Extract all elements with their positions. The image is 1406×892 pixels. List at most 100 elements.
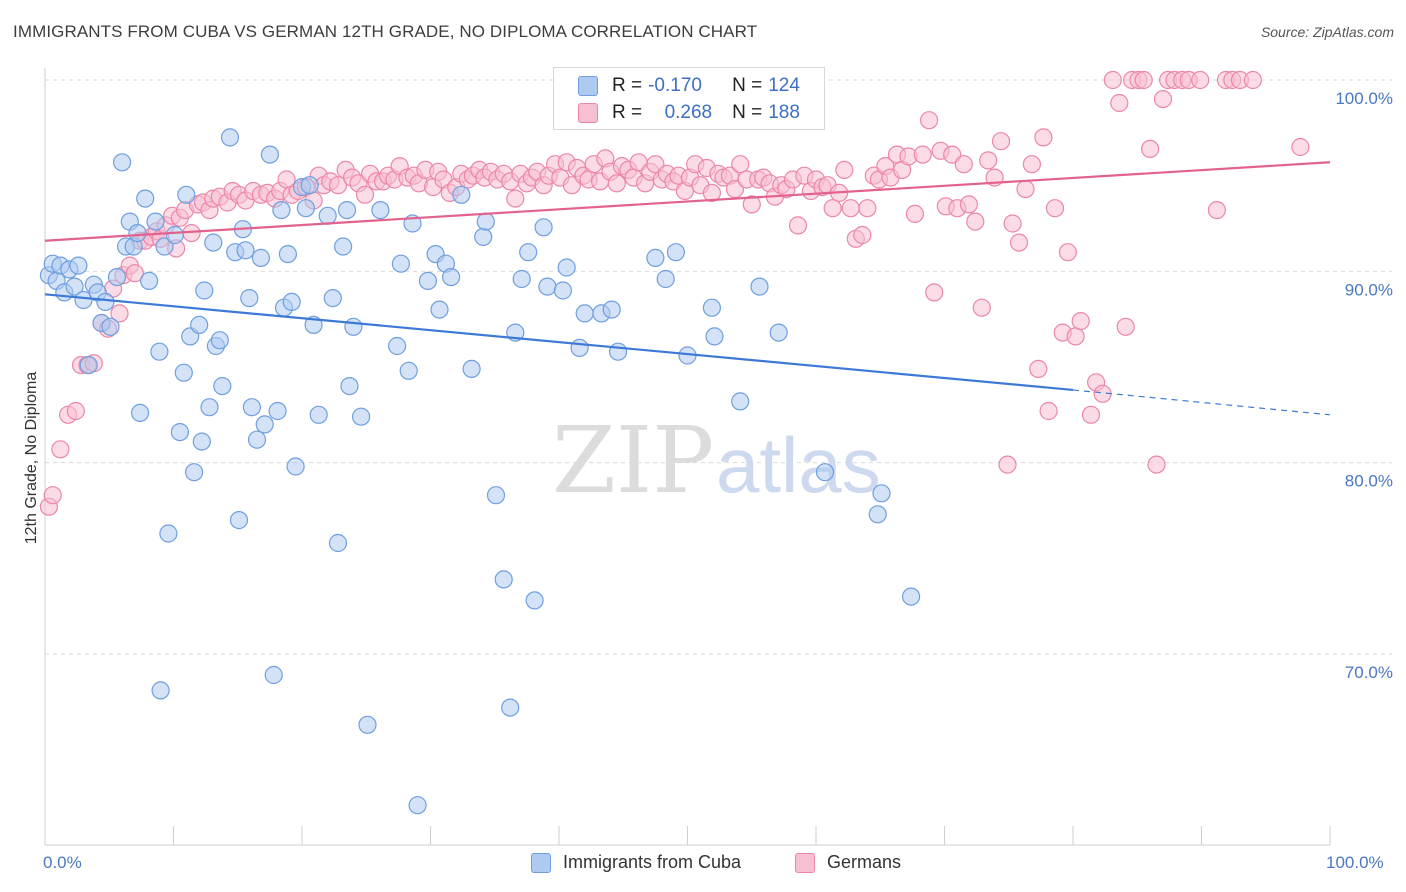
cuba-point [264,665,283,685]
cuba-point [107,268,127,287]
germans-point [1110,93,1129,113]
cuba-point [318,206,337,225]
watermark-atlas: atlas [716,421,881,509]
germans-point [954,155,973,174]
germans-point [919,111,939,130]
legend-n-label: N = [732,102,763,123]
cuba-point [131,403,150,422]
cuba-point [260,145,279,164]
cuba-point [185,463,204,482]
cuba-point [174,363,193,382]
germans-point [1191,70,1210,90]
cuba-point [220,128,240,147]
germans-point [788,216,808,235]
series-cuba [39,128,921,815]
legend-item-cuba: Immigrants from Cuba [531,852,741,873]
cuba-point [646,248,665,267]
trend-extension-cuba [1072,389,1331,416]
cuba-point [388,336,407,356]
cuba-point [352,407,371,426]
germans-point [991,132,1011,151]
legend-swatch-germans [795,852,815,873]
cuba-point [79,356,98,375]
cuba-point [128,224,147,243]
germans-point [51,440,70,459]
cuba-point [602,300,621,319]
legend-label-germans: Germans [827,852,902,872]
cuba-point [452,185,471,204]
x-axis-max-label: 100.0% [1326,853,1384,872]
cuba-point [656,269,675,289]
germans-point [1016,180,1035,199]
germans-point [1022,155,1042,174]
germans-point [972,298,991,317]
legend-swatch-cuba [531,852,551,873]
cuba-point [204,233,223,252]
cuba-point [309,405,328,424]
cuba-point [177,185,196,204]
cuba-point [872,484,891,503]
cuba-point [101,317,120,336]
cuba-point [65,277,84,296]
legend-r-value-cuba: -0.170 [648,75,702,96]
cuba-point [391,254,410,273]
germans-point [1291,137,1310,157]
germans-point [835,160,854,179]
cuba-point [151,681,170,700]
germans-point [355,185,375,204]
chart-title: IMMIGRANTS FROM CUBA VS GERMAN 12TH GRAD… [13,22,758,41]
series-germans [39,70,1310,516]
cuba-point [358,715,377,734]
germans-point [506,189,525,208]
cuba-point [399,361,418,380]
cuba-point [255,415,274,434]
germans-point [1071,312,1090,331]
legend-swatch-germans [578,103,598,123]
cuba-point [195,281,214,300]
legend-label-cuba: Immigrants from Cuba [563,852,742,872]
cuba-point [901,587,921,606]
germans-point [1045,199,1065,218]
cuba-point [442,268,461,287]
cuba-point [229,510,249,530]
legend-r-label: R = [612,102,643,123]
cuba-point [538,277,557,296]
cuba-point [136,189,155,208]
cuba-point [512,269,531,289]
cuba-point [278,245,297,264]
cuba-point [150,342,169,361]
germans-point [66,401,85,421]
germans-point [959,195,979,214]
germans-point [607,174,626,193]
cuba-point [371,201,390,220]
watermark: ZIP atlas [552,407,881,514]
germans-point [925,283,944,302]
germans-point [1153,89,1173,109]
germans-point [1039,401,1058,421]
x-axis-min-label: 0.0% [43,853,82,872]
cuba-point [328,533,348,553]
y-tick-label: 70.0% [1345,663,1393,682]
cuba-point [112,153,132,172]
germans-point [823,199,842,218]
cuba-point [165,225,184,245]
germans-point [110,304,129,323]
cuba-point [340,377,359,396]
germans-point [858,199,877,218]
cuba-point [251,248,270,267]
legend-swatch-cuba [578,76,598,96]
cuba-point [769,323,788,342]
y-tick-label: 80.0% [1345,472,1393,491]
germans-point [913,145,932,164]
germans-point [1009,233,1029,252]
cuba-point [494,570,513,589]
germans-point [731,155,750,174]
legend-item-germans: Germans [795,852,901,873]
germans-point [1207,201,1227,220]
trend-line-cuba [44,293,1074,392]
cuba-point [334,237,353,256]
germans-point [1134,70,1153,90]
cuba-point [200,398,219,417]
cuba-point [868,505,887,524]
